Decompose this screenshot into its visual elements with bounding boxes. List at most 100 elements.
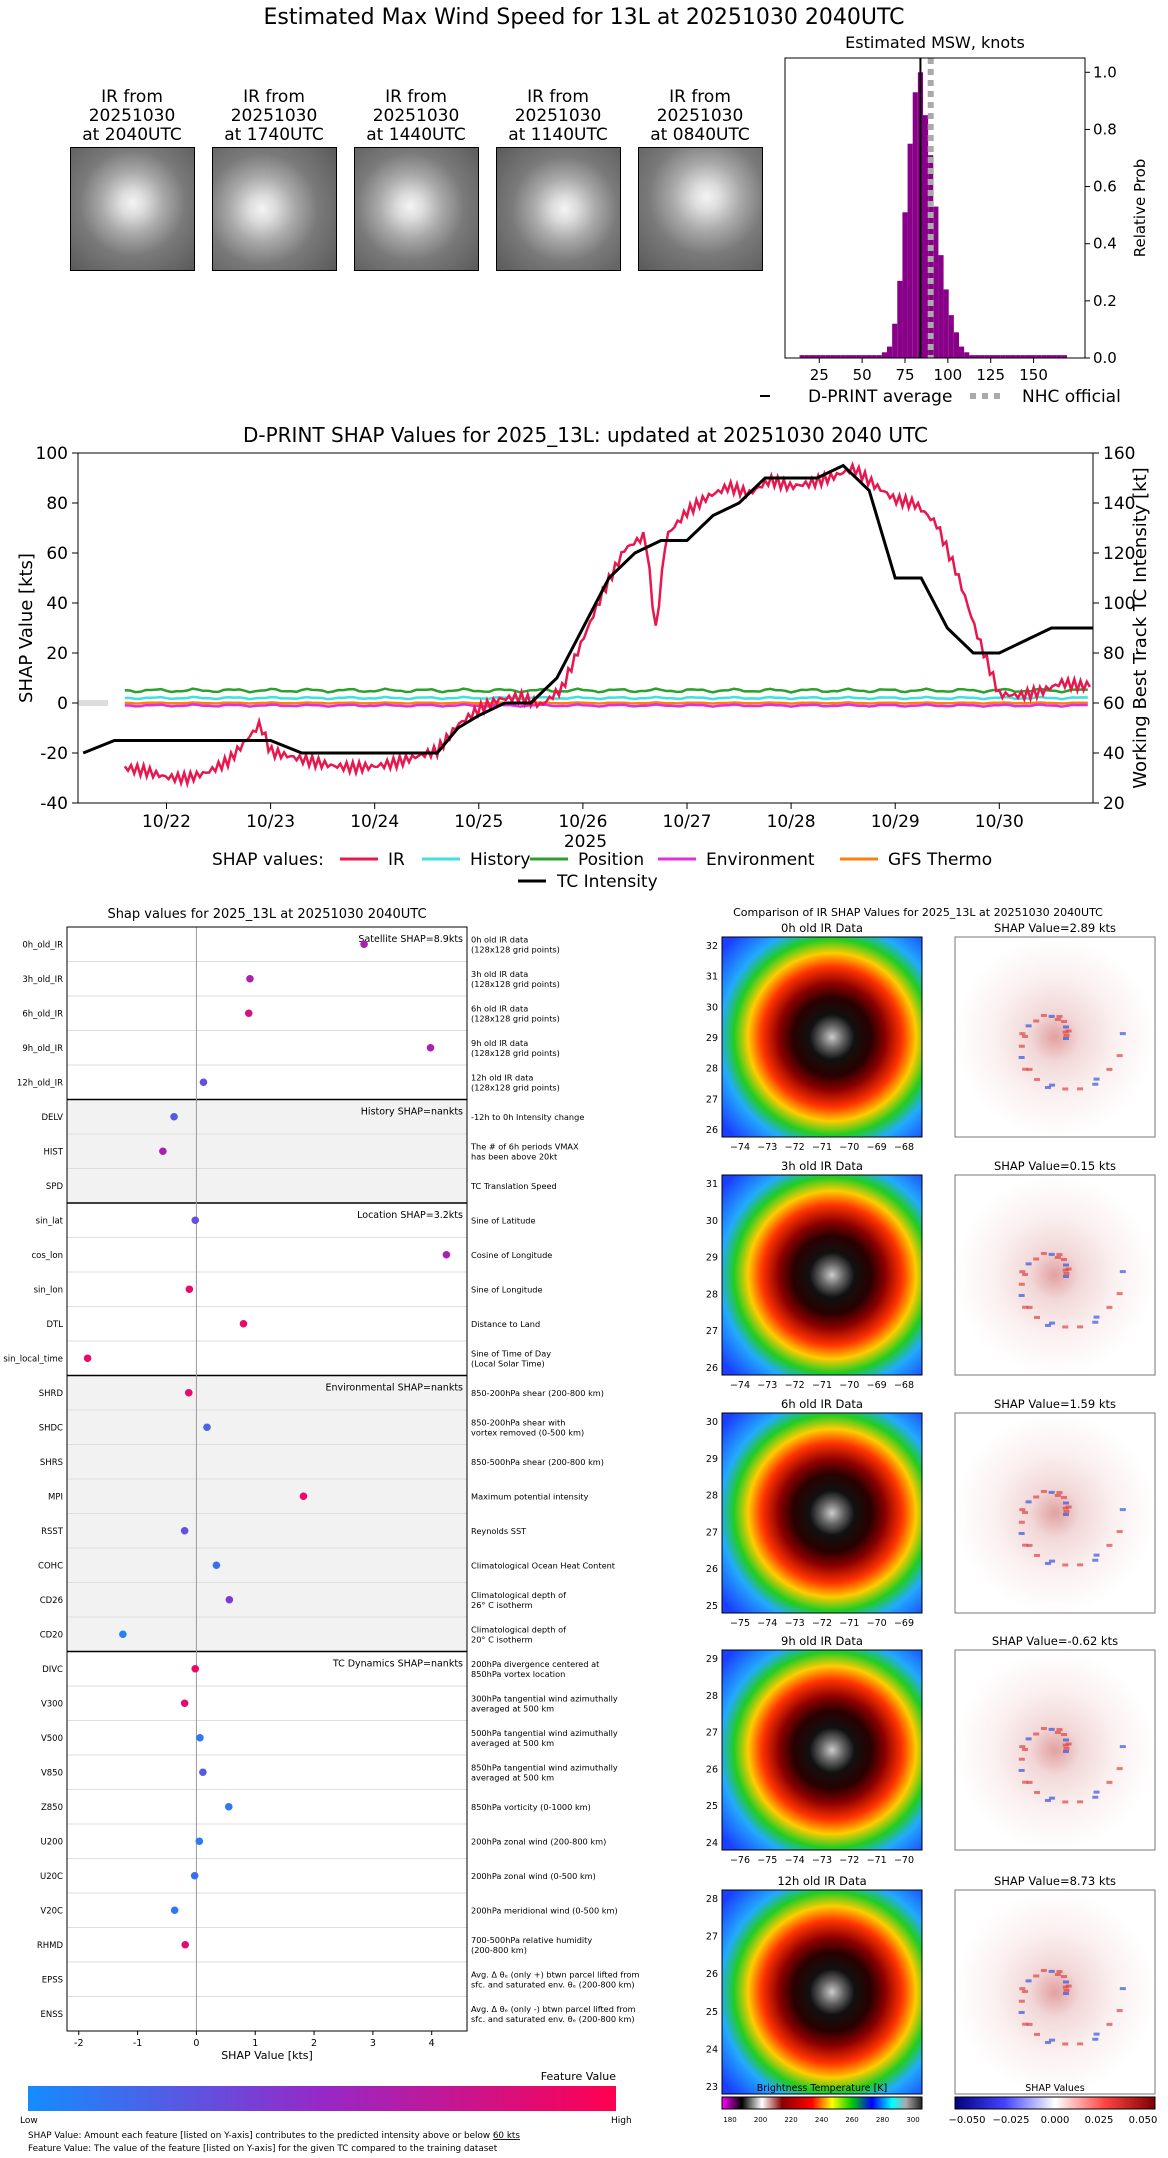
shap-blob — [1018, 1520, 1025, 1524]
ir-x-tick-label: −73 — [757, 1142, 777, 1153]
shap-blob — [1119, 1270, 1126, 1274]
feature-name: sin_lon — [34, 1285, 63, 1295]
histogram-bar — [923, 115, 929, 359]
shap-blob — [1026, 1067, 1033, 1071]
ir-y-tick-label: 26 — [706, 1564, 718, 1575]
ir-panel-image — [721, 1174, 923, 1376]
shap-blob — [1034, 1790, 1041, 1794]
legend-label: Environment — [706, 850, 815, 870]
shap-point — [191, 1664, 200, 1673]
ir-x-tick-label: −75 — [730, 1618, 750, 1629]
shap-blob — [1054, 1256, 1061, 1260]
main-title: Estimated Max Wind Speed for 13L at 2025… — [263, 5, 905, 30]
ir-y-tick-label: 29 — [706, 1253, 718, 1264]
feature-desc: 200hPa zonal wind (200-800 km) — [471, 1836, 606, 1846]
histogram-bar — [1051, 355, 1057, 358]
shap-blob — [1063, 1738, 1070, 1742]
shap-blob — [1018, 1282, 1025, 1286]
shap-blob — [1106, 1305, 1113, 1309]
shap-colorbar — [954, 2096, 1156, 2110]
shap-point — [360, 940, 368, 949]
ir-y-tick-label: 27 — [706, 1326, 718, 1337]
comparison-title: Comparison of IR SHAP Values for 2025_13… — [733, 906, 1103, 919]
shap-blob — [1077, 1087, 1084, 1091]
feature-name: U20C — [40, 1872, 63, 1882]
legend-label-tc: TC Intensity — [556, 872, 658, 892]
y-tick-label: 80 — [46, 494, 68, 514]
feature-name: SHDC — [39, 1423, 63, 1433]
shap-blob — [1026, 1305, 1033, 1309]
scatter-title: Shap values for 2025_13L at 20251030 204… — [107, 907, 426, 922]
shap-blob — [1092, 1082, 1099, 1086]
ir-y-tick-label: 31 — [706, 1179, 718, 1190]
histogram-bar — [820, 355, 826, 358]
y-tick-label: -20 — [40, 744, 68, 764]
feature-desc: 300hPa tangential wind azimuthally — [471, 1693, 618, 1703]
feature-desc: Maximum potential intensity — [471, 1491, 589, 1501]
environment-line — [124, 703, 1088, 708]
shap-point — [195, 1837, 204, 1846]
shap-blob — [1022, 1511, 1029, 1515]
shap-blob — [1063, 1992, 1069, 1995]
shap-point — [199, 1768, 207, 1777]
shap-blob — [1077, 2042, 1084, 2046]
ir-y-tick-label: 23 — [706, 2082, 718, 2093]
feature-desc: Sine of Longitude — [471, 1284, 543, 1294]
histogram-bar — [1005, 355, 1011, 358]
shap-blob — [1093, 1553, 1100, 1557]
x-axis-label: SHAP Value [kts] — [221, 2049, 313, 2062]
feature-name: SHRS — [40, 1458, 63, 1468]
feature-desc: 6h old IR data — [471, 1003, 528, 1013]
shap-blob — [1060, 1020, 1067, 1024]
y2-tick-label: 120 — [1103, 544, 1135, 564]
shap-blob — [1063, 1037, 1069, 1040]
feature-desc: Climatological Ocean Heat Content — [471, 1560, 616, 1570]
shap-blob — [1116, 1292, 1123, 1296]
ir-thumbnail-image — [638, 147, 763, 271]
y-tick-label: 1.0 — [1093, 63, 1117, 81]
shap-blob — [1025, 1737, 1032, 1741]
shap-blob — [1092, 2037, 1099, 2041]
shap-cb-tick-label: 0.025 — [1085, 2115, 1114, 2126]
x-tick-label: 10/25 — [454, 812, 503, 832]
x-tick-label: 0 — [193, 2038, 199, 2049]
histogram-bar — [1031, 355, 1037, 358]
ir-x-tick-label: −70 — [867, 1618, 887, 1629]
ir-thumbnail-label-line: at 0840UTC — [650, 125, 750, 145]
feature-desc: 500hPa tangential wind azimuthally — [471, 1728, 618, 1738]
shap-feature-scatter: Shap values for 2025_13L at 20251030 204… — [3, 907, 639, 2154]
histogram-bar — [974, 355, 980, 358]
shap-blob — [1022, 1035, 1029, 1039]
feature-name: sin_lat — [36, 1216, 64, 1226]
shap-blob — [1034, 1315, 1041, 1319]
shap-blob — [1025, 1262, 1032, 1266]
group-bg — [67, 1099, 467, 1203]
shap-blob — [1018, 2010, 1025, 2014]
shap-blob — [1060, 1258, 1067, 1262]
histogram-bar — [825, 355, 831, 358]
shap-blob — [1033, 1495, 1040, 1499]
position-line — [124, 687, 1088, 694]
shap-blob — [1063, 1980, 1070, 1984]
ir-y-tick-label: 27 — [706, 1094, 718, 1105]
shap-blob — [1044, 2040, 1051, 2044]
shap-cb-tick-label: 0.050 — [1129, 2115, 1158, 2126]
shap-point — [299, 1492, 308, 1501]
footnote-shap: SHAP Value: Amount each feature [listed … — [28, 2131, 520, 2141]
ir-thumbnail-label-line: IR from — [243, 87, 305, 107]
shap-point — [190, 1871, 199, 1880]
shap-blob — [1106, 2022, 1113, 2026]
shap-blob — [1106, 1543, 1113, 1547]
ir-y-tick-label: 27 — [706, 1728, 718, 1739]
feature-name: cos_lon — [31, 1251, 63, 1261]
feature-name: DTL — [47, 1320, 64, 1330]
shap-point — [225, 1595, 234, 1604]
legend-label: IR — [388, 850, 405, 870]
shap-blob — [1062, 1743, 1069, 1747]
shap-blob — [1049, 1559, 1056, 1563]
ir-x-tick-label: −75 — [757, 1855, 777, 1866]
ir-y-tick-label: 27 — [706, 1932, 718, 1943]
ir-x-tick-label: −74 — [757, 1618, 777, 1629]
bt-tick-label: 200 — [754, 2116, 767, 2124]
histogram-bar — [1056, 355, 1062, 358]
